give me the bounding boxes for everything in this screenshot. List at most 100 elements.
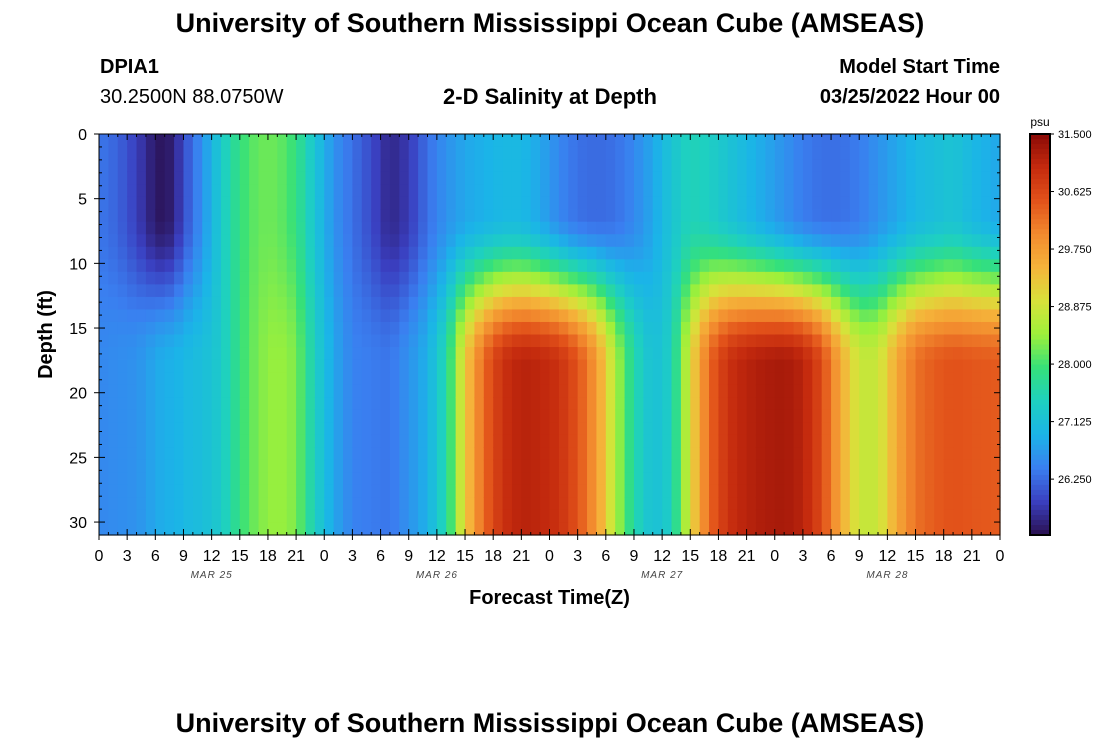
heatmap-cell <box>831 146 842 160</box>
heatmap-cell <box>924 284 935 298</box>
heatmap-cell <box>859 146 870 160</box>
heatmap-cell <box>624 321 635 336</box>
heatmap-cell <box>877 522 888 536</box>
heatmap-cell <box>117 196 128 210</box>
heatmap-cell <box>145 196 156 210</box>
heatmap-cell <box>652 271 663 285</box>
heatmap-cell <box>605 509 616 524</box>
heatmap-cell <box>615 334 626 348</box>
heatmap-cell <box>371 334 382 348</box>
heatmap-cell <box>671 171 682 185</box>
heatmap-cell <box>427 334 438 348</box>
heatmap-cell <box>371 146 382 160</box>
heatmap-cell <box>718 271 729 285</box>
heatmap-cell <box>145 184 156 198</box>
heatmap-cell <box>859 472 870 486</box>
heatmap-cell <box>849 347 860 361</box>
heatmap-cell <box>343 334 354 348</box>
heatmap-cell <box>305 309 316 323</box>
heatmap-cell <box>436 472 447 486</box>
heatmap-cell <box>840 284 851 298</box>
heatmap-cell <box>408 409 419 423</box>
heatmap-cell <box>446 422 457 436</box>
heatmap-cell <box>249 296 260 311</box>
heatmap-cell <box>380 522 391 536</box>
heatmap-cell <box>99 459 109 473</box>
heatmap-cell <box>183 334 194 348</box>
heatmap-cell <box>934 271 945 285</box>
heatmap-cell <box>981 321 992 336</box>
heatmap-cell <box>643 146 654 160</box>
heatmap-cell <box>502 509 513 524</box>
heatmap-cell <box>549 321 560 336</box>
heatmap-cell <box>399 134 410 148</box>
heatmap-cell <box>502 459 513 473</box>
heatmap-cell <box>305 321 316 336</box>
heatmap-cell <box>427 159 438 173</box>
heatmap-cell <box>155 221 166 235</box>
heatmap-cell <box>633 234 644 248</box>
heatmap-cell <box>953 372 964 386</box>
heatmap-cell <box>577 259 588 273</box>
heatmap-cell <box>221 296 231 311</box>
heatmap-cell <box>549 234 560 248</box>
y-tick-label: 20 <box>69 386 87 403</box>
heatmap-cell <box>549 372 560 386</box>
heatmap-cell <box>943 196 954 210</box>
heatmap-cell <box>981 522 992 536</box>
heatmap-cell <box>877 159 888 173</box>
heatmap-cell <box>296 522 307 536</box>
heatmap-cell <box>690 509 701 524</box>
heatmap-cell <box>568 459 579 473</box>
heatmap-cell <box>239 146 250 160</box>
heatmap-cell <box>418 522 429 536</box>
salinity-heatmap <box>99 134 1001 536</box>
heatmap-cell <box>511 209 522 223</box>
heatmap-cell <box>258 321 269 336</box>
colorbar-swatch <box>1030 474 1050 481</box>
heatmap-cell <box>108 459 119 473</box>
heatmap-cell <box>934 372 945 386</box>
heatmap-cell <box>408 459 419 473</box>
heatmap-cell <box>605 284 616 298</box>
heatmap-cell <box>671 234 682 248</box>
heatmap-cell <box>305 196 316 210</box>
heatmap-cell <box>934 209 945 223</box>
heatmap-cell <box>943 434 954 448</box>
heatmap-cell <box>117 472 128 486</box>
heatmap-cell <box>877 184 888 198</box>
heatmap-cell <box>784 359 795 373</box>
heatmap-cell <box>446 334 457 348</box>
heatmap-cell <box>258 334 269 348</box>
heatmap-cell <box>343 271 354 285</box>
heatmap-cell <box>418 359 429 373</box>
heatmap-cell <box>436 234 447 248</box>
heatmap-cell <box>877 422 888 436</box>
heatmap-cell <box>202 309 213 323</box>
heatmap-cell <box>174 384 185 398</box>
heatmap-cell <box>277 296 288 311</box>
heatmap-cell <box>117 509 128 524</box>
x-tick-label: 18 <box>935 548 953 565</box>
heatmap-cell <box>239 159 250 173</box>
heatmap-cell <box>596 309 607 323</box>
heatmap-cell <box>408 134 419 148</box>
heatmap-cell <box>671 309 682 323</box>
heatmap-cell <box>652 134 663 148</box>
heatmap-cell <box>737 271 748 285</box>
heatmap-cell <box>183 459 194 473</box>
heatmap-cell <box>662 397 673 411</box>
heatmap-cell <box>136 196 147 210</box>
heatmap-cell <box>727 296 738 311</box>
heatmap-cell <box>774 221 785 235</box>
heatmap-cell <box>755 146 766 160</box>
heatmap-cell <box>521 271 532 285</box>
heatmap-cell <box>587 509 598 524</box>
heatmap-cell <box>511 459 522 473</box>
heatmap-cell <box>267 447 278 461</box>
heatmap-cell <box>840 221 851 235</box>
heatmap-cell <box>465 472 476 486</box>
heatmap-cell <box>831 522 842 536</box>
heatmap-cell <box>896 196 907 210</box>
heatmap-cell <box>436 246 447 260</box>
